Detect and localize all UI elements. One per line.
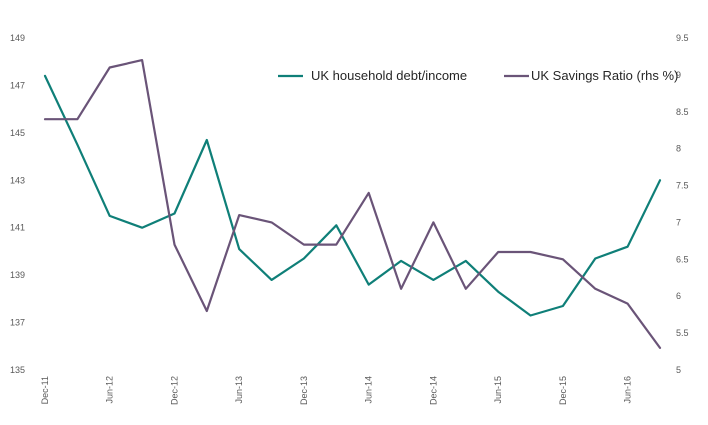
x-tick-label: Dec-15	[558, 376, 568, 405]
right-tick-label: 6.5	[676, 254, 689, 264]
right-tick-label: 7	[676, 217, 681, 227]
left-tick-label: 147	[10, 80, 25, 90]
x-tick-label: Dec-13	[299, 376, 309, 405]
legend-label-savings-ratio: UK Savings Ratio (rhs %)	[531, 68, 678, 83]
x-tick-label: Jun-16	[623, 376, 633, 404]
right-tick-label: 6	[676, 291, 681, 301]
x-tick-label: Jun-13	[234, 376, 244, 404]
right-tick-label: 7.5	[676, 181, 689, 191]
x-tick-label: Dec-11	[40, 376, 50, 404]
right-tick-label: 5.5	[676, 328, 689, 338]
x-tick-label: Jun-12	[105, 376, 115, 404]
right-tick-label: 8.5	[676, 107, 689, 117]
series-line-savings-ratio	[43, 58, 662, 349]
x-axis: Dec-11 Jun-12 Dec-12 Jun-13 Dec-13 Jun-14 Dec-…	[40, 376, 633, 405]
series-lines	[43, 58, 662, 349]
left-tick-label: 141	[10, 223, 25, 233]
x-tick-label: Dec-14	[428, 376, 438, 405]
x-tick-label: Jun-14	[364, 376, 374, 404]
series-line-debt-income	[43, 74, 662, 317]
x-tick-label: Dec-12	[169, 376, 179, 405]
left-tick-label: 135	[10, 365, 25, 375]
legend-label-debt-income: UK household debt/income	[311, 68, 467, 83]
left-tick-label: 145	[10, 128, 25, 138]
left-tick-label: 149	[10, 33, 25, 43]
right-tick-label: 9	[676, 70, 681, 80]
legend: UK household debt/income UK Savings Rati…	[278, 68, 678, 83]
x-tick-label: Jun-15	[493, 376, 503, 404]
right-axis: 5 5.5 6 6.5 7 7.5 8 8.5 9 9.5	[676, 33, 689, 375]
right-tick-label: 9.5	[676, 33, 689, 43]
left-axis: 135 137 139 141 143 145 147 149	[10, 33, 25, 375]
left-tick-label: 139	[10, 270, 25, 280]
left-tick-label: 137	[10, 318, 25, 328]
right-tick-label: 8	[676, 144, 681, 154]
left-tick-label: 143	[10, 175, 25, 185]
right-tick-label: 5	[676, 365, 681, 375]
